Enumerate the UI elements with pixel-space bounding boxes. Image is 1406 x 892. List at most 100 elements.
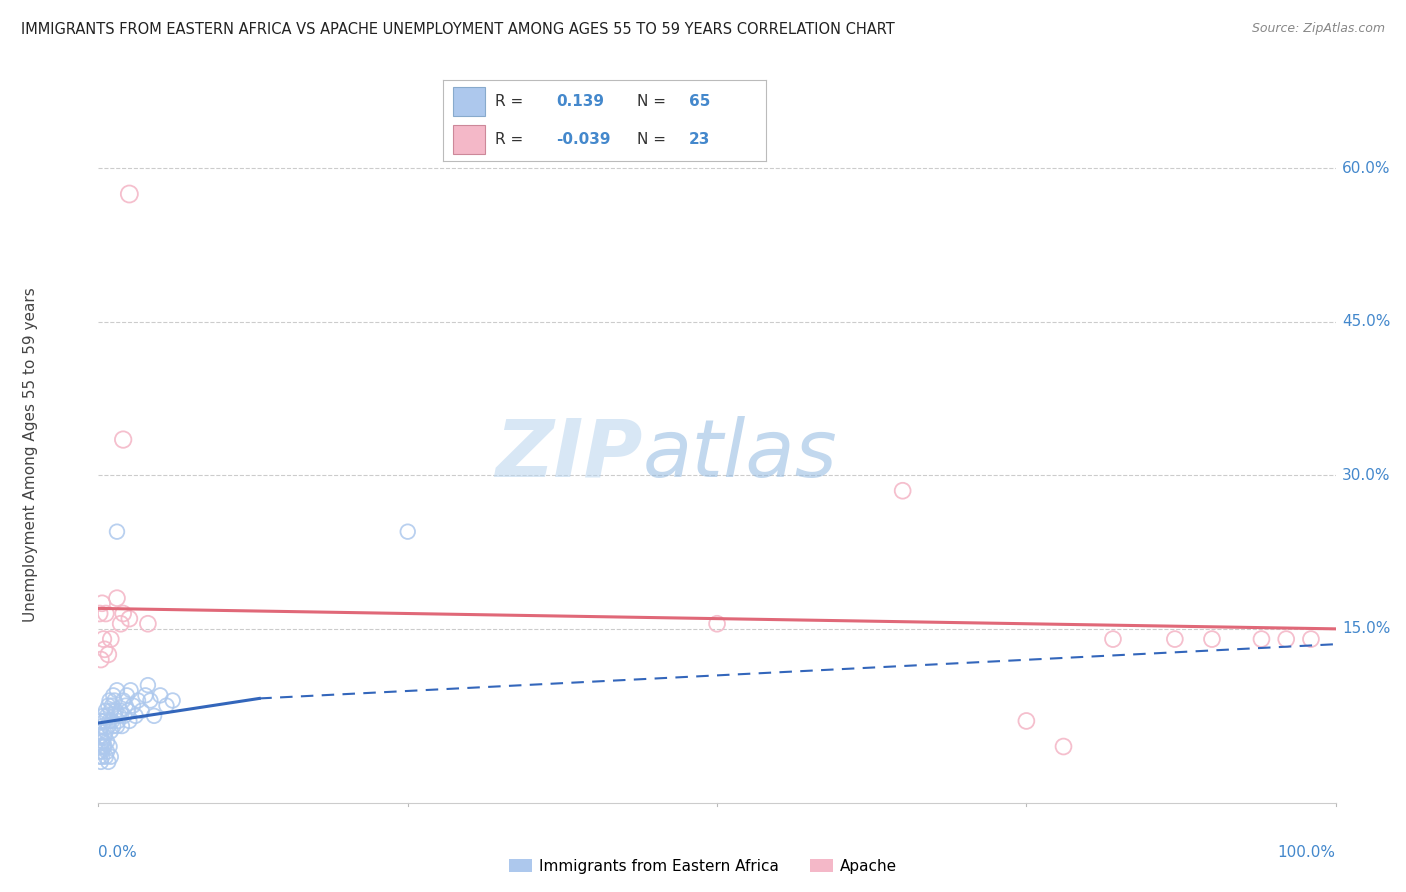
Point <box>98 739 121 754</box>
Point <box>107 714 129 728</box>
Point <box>90 652 112 666</box>
Point <box>136 616 159 631</box>
Point <box>94 749 117 764</box>
Point <box>105 719 128 733</box>
Point <box>112 708 135 723</box>
Point <box>155 698 177 713</box>
Point <box>112 693 135 707</box>
Point <box>93 734 115 748</box>
Point <box>1015 714 1038 728</box>
Point <box>131 704 153 718</box>
Point <box>93 714 115 728</box>
Point <box>93 642 115 657</box>
Point <box>96 745 118 759</box>
Text: -0.039: -0.039 <box>557 132 610 147</box>
Point <box>1299 632 1322 646</box>
Point <box>93 632 115 646</box>
Point <box>118 714 141 728</box>
Point <box>134 689 156 703</box>
Bar <box>453 87 485 116</box>
Point <box>103 719 125 733</box>
Point <box>103 689 125 703</box>
Point <box>111 719 134 733</box>
Point <box>706 616 728 631</box>
Text: Source: ZipAtlas.com: Source: ZipAtlas.com <box>1251 22 1385 36</box>
Point <box>93 708 115 723</box>
Point <box>90 755 112 769</box>
Point <box>98 714 121 728</box>
Point <box>91 719 114 733</box>
Point <box>89 749 111 764</box>
Point <box>143 708 166 723</box>
Point <box>91 745 114 759</box>
Point <box>105 524 128 539</box>
Text: 60.0%: 60.0% <box>1341 161 1391 176</box>
Point <box>97 648 120 662</box>
Point <box>1275 632 1298 646</box>
Legend: Immigrants from Eastern Africa, Apache: Immigrants from Eastern Africa, Apache <box>502 853 904 880</box>
Text: 30.0%: 30.0% <box>1341 468 1391 483</box>
Point <box>91 749 114 764</box>
Point <box>162 693 184 707</box>
Point <box>108 708 131 723</box>
Point <box>93 739 115 754</box>
Text: 100.0%: 100.0% <box>1278 845 1336 860</box>
Point <box>94 607 117 621</box>
Text: IMMIGRANTS FROM EASTERN AFRICA VS APACHE UNEMPLOYMENT AMONG AGES 55 TO 59 YEARS : IMMIGRANTS FROM EASTERN AFRICA VS APACHE… <box>21 22 894 37</box>
Text: 23: 23 <box>689 132 710 147</box>
Point <box>97 698 120 713</box>
Point <box>112 433 135 447</box>
Point <box>96 708 118 723</box>
Point <box>103 693 125 707</box>
Point <box>100 724 122 739</box>
Point <box>118 612 141 626</box>
Point <box>94 704 117 718</box>
Point <box>396 524 419 539</box>
Point <box>114 698 136 713</box>
Point <box>97 755 120 769</box>
Point <box>90 714 112 728</box>
Point <box>118 187 141 202</box>
Point <box>89 745 111 759</box>
Point <box>122 698 145 713</box>
Point <box>89 607 111 621</box>
Point <box>98 693 121 707</box>
Point <box>91 596 114 610</box>
Point <box>110 616 132 631</box>
Point <box>100 632 122 646</box>
Text: 0.0%: 0.0% <box>98 845 138 860</box>
Point <box>96 734 118 748</box>
Text: atlas: atlas <box>643 416 838 494</box>
Text: R =: R = <box>495 94 523 109</box>
Text: ZIP: ZIP <box>495 416 643 494</box>
Point <box>89 724 111 739</box>
Point <box>124 708 146 723</box>
Point <box>1102 632 1125 646</box>
Point <box>115 689 138 703</box>
Point <box>110 704 132 718</box>
Point <box>117 704 139 718</box>
Point <box>127 693 149 707</box>
Bar <box>453 125 485 154</box>
Point <box>1250 632 1272 646</box>
Point <box>1201 632 1223 646</box>
Point <box>97 719 120 733</box>
Point <box>100 704 122 718</box>
Point <box>101 698 124 713</box>
Point <box>149 689 172 703</box>
Text: 65: 65 <box>689 94 710 109</box>
Point <box>139 693 162 707</box>
Point <box>90 739 112 754</box>
Point <box>101 714 124 728</box>
Point <box>105 683 128 698</box>
Point <box>105 591 128 606</box>
Point <box>100 749 122 764</box>
Text: 45.0%: 45.0% <box>1341 314 1391 329</box>
Point <box>136 678 159 692</box>
Point <box>93 729 115 743</box>
Point <box>104 704 127 718</box>
Text: R =: R = <box>495 132 523 147</box>
Point <box>103 708 125 723</box>
Point <box>94 724 117 739</box>
Point <box>1052 739 1074 754</box>
